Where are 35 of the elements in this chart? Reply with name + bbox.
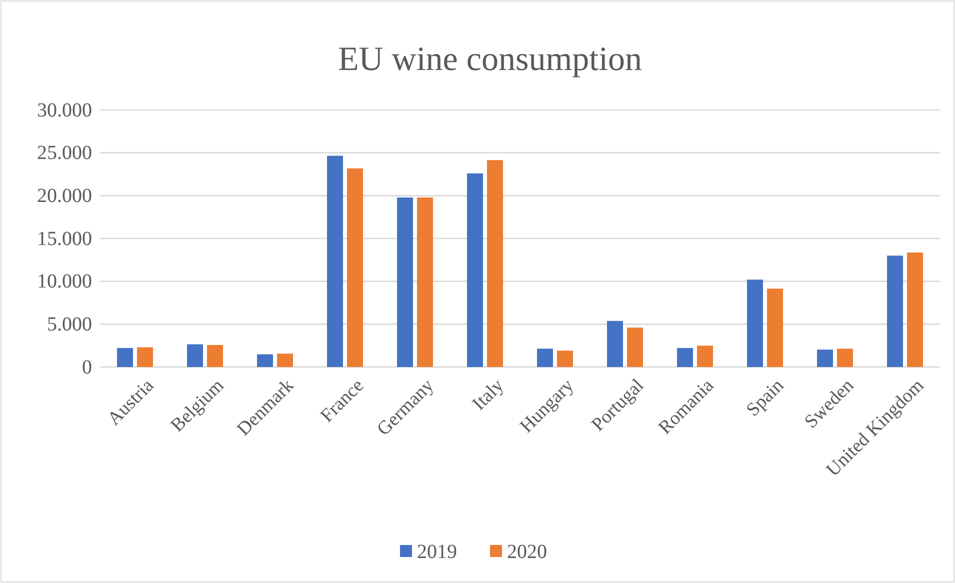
bar [487, 160, 503, 367]
bar [627, 328, 643, 367]
y-tick-label: 15.000 [37, 228, 92, 250]
bar [187, 344, 203, 367]
bar [677, 348, 693, 367]
chart-title: EU wine consumption [338, 41, 642, 78]
legend-label: 2019 [417, 541, 457, 563]
y-tick-label: 25.000 [37, 142, 92, 164]
bar [767, 288, 783, 367]
bar [747, 280, 763, 367]
bar [817, 350, 833, 367]
y-tick-label: 0 [82, 356, 92, 378]
bar [137, 347, 153, 367]
bar [417, 197, 433, 367]
y-tick-label: 20.000 [37, 185, 92, 208]
bar [607, 320, 623, 367]
bar [887, 256, 903, 367]
bar [117, 348, 133, 367]
legend-label: 2020 [507, 541, 547, 563]
bar [277, 354, 293, 367]
y-tick-label: 10.000 [37, 270, 92, 293]
bar [697, 346, 713, 367]
bar [837, 348, 853, 367]
bar [207, 344, 223, 367]
bar [537, 348, 553, 367]
x-tick-label: Italy [468, 374, 508, 415]
bar [257, 354, 273, 367]
bar [467, 173, 483, 367]
bar [397, 197, 413, 367]
bar [907, 252, 923, 367]
bar [327, 156, 343, 367]
bar [557, 350, 573, 367]
bar [347, 168, 363, 367]
y-tick-label: 30.000 [37, 99, 92, 122]
y-tick-label: 5.000 [47, 314, 92, 336]
